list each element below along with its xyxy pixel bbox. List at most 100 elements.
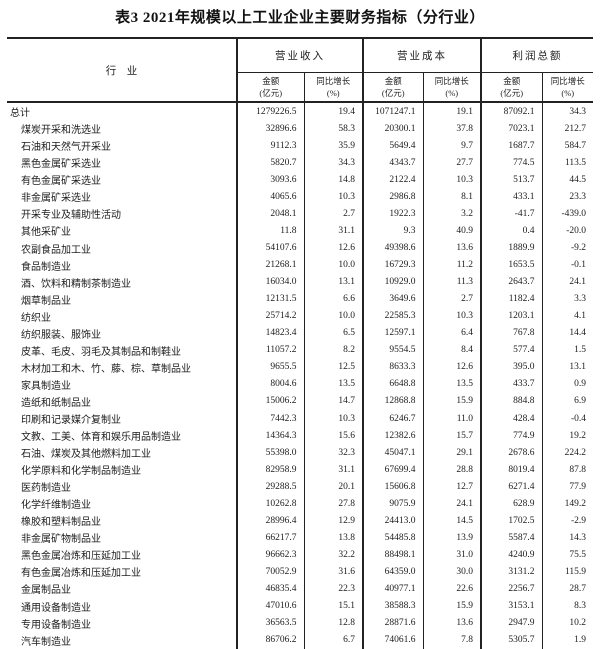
value-cell: 86706.2 <box>236 631 304 649</box>
value-cell: 10.3 <box>303 188 363 206</box>
table-row: 其他采矿业 11.8 31.1 9.3 40.9 0.4 -20.0 <box>7 222 593 240</box>
industry-cell: 有色金属冶炼和压延加工业 <box>21 568 141 580</box>
value-cell: 74061.6 <box>362 631 423 649</box>
value-cell: 28.8 <box>422 461 481 479</box>
value-cell: 16034.0 <box>236 273 304 291</box>
subheader-line2: (%) <box>326 88 340 98</box>
header-group-row: 行 业 营业收入 营业成本 利润总额 <box>7 38 593 103</box>
industry-cell: 皮革、毛皮、羽毛及其制品和制鞋业 <box>21 346 181 358</box>
value-cell: 11.2 <box>422 256 481 274</box>
value-cell: 28.7 <box>541 580 593 598</box>
table-title: 表3 2021年规模以上工业企业主要财务指标（分行业） <box>115 10 485 26</box>
value-cell: 14.4 <box>541 324 593 342</box>
value-cell: 5649.4 <box>362 137 423 155</box>
value-cell: 13.6 <box>422 614 481 632</box>
value-cell: 11057.2 <box>236 341 304 359</box>
value-cell: 9655.5 <box>236 358 304 376</box>
table-row: 食品制造业 21268.1 10.0 16729.3 11.2 1653.5 -0.1 <box>7 256 593 274</box>
value-cell: 1182.4 <box>480 290 542 308</box>
value-cell: 577.4 <box>480 341 542 359</box>
value-cell: 87092.1 <box>480 102 542 121</box>
value-cell: 16729.3 <box>362 256 423 274</box>
value-cell: 2678.6 <box>480 444 542 462</box>
value-cell: 12597.1 <box>362 324 423 342</box>
value-cell: 9.3 <box>362 222 423 240</box>
table-row: 农副食品加工业 54107.6 12.6 49398.6 13.6 1889.9 -9.2 <box>7 239 593 257</box>
value-cell: 44.5 <box>541 171 593 189</box>
value-cell: 15.6 <box>303 427 363 445</box>
col-subheader-cost-amount: 金额 (亿元) <box>362 72 423 103</box>
table-row: 石油、煤炭及其他燃料加工业 55398.0 32.3 45047.1 29.1 2678.… <box>7 444 593 462</box>
value-cell: -0.4 <box>541 409 593 428</box>
industry-cell: 医药制造业 <box>21 483 71 495</box>
value-cell: 36563.5 <box>236 614 304 632</box>
value-cell: 212.7 <box>541 120 593 138</box>
value-cell: -2.9 <box>541 512 593 530</box>
value-cell: 395.0 <box>480 358 542 376</box>
table-row: 金属制品业 46835.4 22.3 40977.1 22.6 2256.7 28.7 <box>7 580 593 598</box>
value-cell: 34.3 <box>541 102 593 121</box>
col-header-industry: 行 业 <box>7 38 237 103</box>
value-cell: 224.2 <box>541 444 593 462</box>
col-subheader-revenue-amount: 金额 (亿元) <box>236 72 304 103</box>
value-cell: 1.9 <box>541 631 593 649</box>
value-cell: 75.5 <box>541 546 593 564</box>
value-cell: 0.9 <box>541 375 593 393</box>
value-cell: 10.3 <box>422 307 481 325</box>
value-cell: 28871.6 <box>362 614 423 632</box>
value-cell: 3.3 <box>541 290 593 308</box>
value-cell: 584.7 <box>541 137 593 155</box>
value-cell: 1203.1 <box>480 307 542 325</box>
col-group-total-profit: 利润总额 <box>480 38 593 73</box>
value-cell: 3131.2 <box>480 563 542 581</box>
industry-cell: 石油和天然气开采业 <box>21 142 111 154</box>
subheader-line2: (%) <box>445 88 459 98</box>
value-cell: 30.0 <box>422 563 481 581</box>
value-cell: 4240.9 <box>480 546 542 564</box>
table-header: 行 业 营业收入 营业成本 利润总额 金额 (亿元) 同比增长 (%) 金额 (… <box>7 38 593 103</box>
value-cell: 21268.1 <box>236 256 304 274</box>
industry-cell: 有色金属矿采选业 <box>21 176 101 188</box>
value-cell: 9.7 <box>422 137 481 155</box>
industry-cell: 开采专业及辅助性活动 <box>21 210 121 222</box>
value-cell: 11.0 <box>422 409 481 428</box>
value-cell: 3649.6 <box>362 290 423 308</box>
value-cell: 45047.1 <box>362 444 423 462</box>
value-cell: 12382.6 <box>362 427 423 445</box>
value-cell: -20.0 <box>541 222 593 240</box>
value-cell: -0.1 <box>541 256 593 274</box>
value-cell: 22.3 <box>303 580 363 598</box>
value-cell: 24413.0 <box>362 512 423 530</box>
value-cell: 14364.3 <box>236 427 304 445</box>
industry-cell: 汽车制造业 <box>21 636 71 648</box>
col-subheader-profit-growth: 同比增长 (%) <box>541 72 593 103</box>
value-cell: 66217.7 <box>236 529 304 547</box>
industry-cell: 黑色金属矿采选业 <box>21 159 101 171</box>
value-cell: 19.1 <box>422 102 481 121</box>
subheader-line2: (亿元) <box>500 88 524 98</box>
table-row: 化学原料和化学制品制造业 82958.9 31.1 67699.4 28.8 8019.4… <box>7 461 593 479</box>
value-cell: 8.1 <box>422 188 481 206</box>
value-cell: 1889.9 <box>480 239 542 257</box>
value-cell: -9.2 <box>541 239 593 257</box>
table-row: 有色金属冶炼和压延加工业 70052.9 31.6 64359.0 30.0 3131.2… <box>7 563 593 581</box>
value-cell: 884.8 <box>480 392 542 410</box>
value-cell: 149.2 <box>541 495 593 513</box>
value-cell: 6.7 <box>303 631 363 649</box>
table-row: 煤炭开采和洗选业 32896.6 58.3 20300.1 37.8 7023.1 212.… <box>7 120 593 138</box>
value-cell: 767.8 <box>480 324 542 342</box>
value-cell: 8.4 <box>422 341 481 359</box>
header-sub-row: 金额 (亿元) 同比增长 (%) 金额 (亿元) 同比增长 (%) 金额 ( <box>7 72 593 103</box>
industry-cell: 总计 <box>10 108 30 120</box>
value-cell: 12.8 <box>303 614 363 632</box>
value-cell: 513.7 <box>480 171 542 189</box>
value-cell: 13.1 <box>303 273 363 291</box>
industry-cell: 其他采矿业 <box>21 227 71 239</box>
table-row: 开采专业及辅助性活动 2048.1 2.7 1922.3 3.2 -41.7 -439.0 <box>7 205 593 223</box>
value-cell: 12.6 <box>303 239 363 257</box>
table-body: 总计 1279226.5 19.4 1071247.1 19.1 87092.1 34.3 煤… <box>7 102 593 649</box>
industry-cell: 食品制造业 <box>21 261 71 273</box>
table-row: 医药制造业 29288.5 20.1 15606.8 12.7 6271.4 77.9 <box>7 478 593 496</box>
table-row: 纺织业 25714.2 10.0 22585.3 10.3 1203.1 4.1 <box>7 307 593 325</box>
